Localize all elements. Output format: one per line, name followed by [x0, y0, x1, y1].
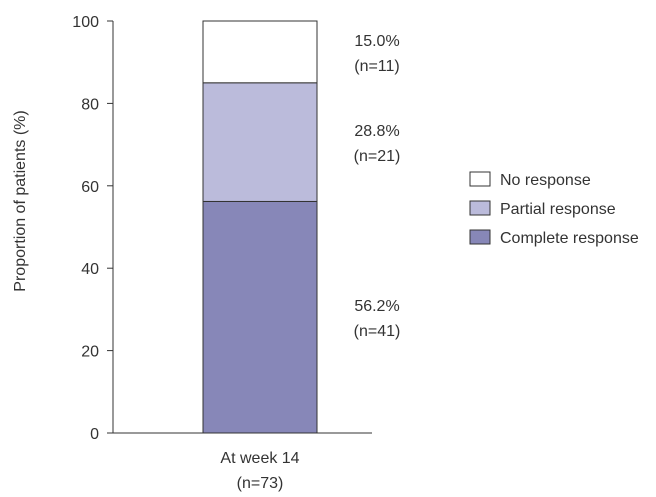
data-label-no-response: 15.0% — [354, 33, 399, 50]
y-tick-label: 40 — [81, 261, 99, 278]
bar-segment-no-response — [202, 20, 318, 84]
legend: No response Partial response Complete resp… — [469, 171, 639, 247]
x-tick-label: At week 14 — [220, 450, 299, 467]
y-tick-label: 100 — [72, 14, 99, 31]
y-axis-title: Proportion of patients (%) — [12, 110, 29, 291]
legend-label-complete-response: Complete response — [500, 230, 639, 247]
data-label-complete-response: 56.2% — [354, 298, 399, 315]
legend-label-no-response: No response — [500, 172, 591, 189]
y-tick-label: 0 — [90, 426, 99, 443]
legend-label-partial-response: Partial response — [500, 201, 616, 218]
bar-segment-complete-response — [202, 200, 318, 434]
data-count-partial-response: (n=21) — [354, 148, 401, 165]
x-tick-group: At week 14 (n=73) — [220, 450, 299, 492]
y-tick-label: 20 — [81, 344, 99, 361]
x-tick-sublabel: (n=73) — [237, 475, 284, 492]
data-count-no-response: (n=11) — [354, 58, 400, 75]
legend-swatch-no-response — [469, 171, 491, 187]
legend-swatch-partial-response — [469, 200, 491, 216]
bar-annotations: 56.2% (n=41) 28.8% (n=21) 15.0% (n=11) — [354, 33, 401, 340]
bar-stack — [202, 20, 318, 434]
y-tick-label: 80 — [81, 96, 99, 113]
data-count-complete-response: (n=41) — [354, 323, 401, 340]
data-label-partial-response: 28.8% — [354, 123, 399, 140]
y-ticks: 0 20 40 60 80 100 — [72, 14, 113, 443]
legend-swatch-complete-response — [469, 229, 491, 245]
y-tick-label: 60 — [81, 179, 99, 196]
bar-segment-partial-response — [202, 82, 318, 202]
